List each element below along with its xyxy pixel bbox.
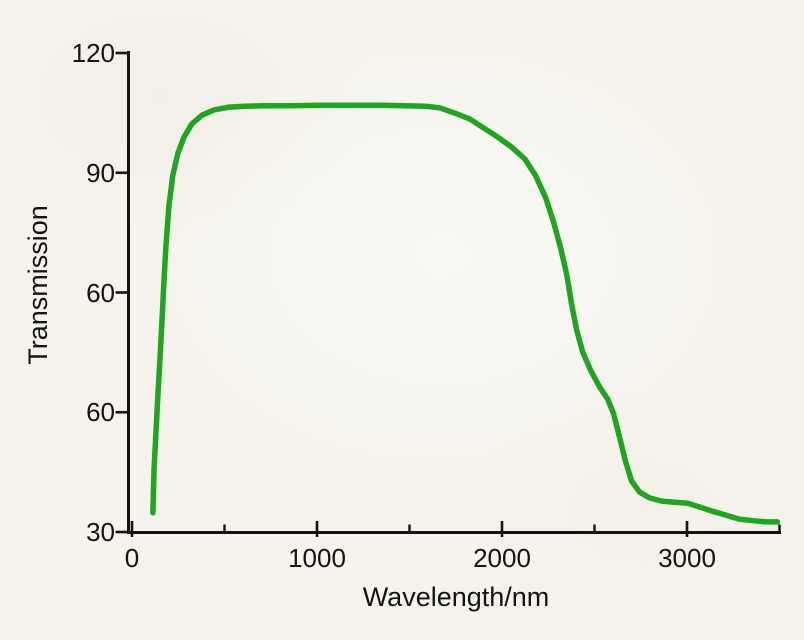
- y-tick-label: 90: [86, 157, 115, 188]
- x-tick-label: 0: [124, 543, 140, 573]
- x-tick-label: 2000: [473, 543, 531, 573]
- x-tick-label: 1000: [288, 543, 346, 573]
- y-tick-label: 60: [86, 277, 115, 308]
- x-axis-title: Wavelength/nm: [362, 582, 550, 612]
- transmission-curve: [150, 102, 781, 525]
- y-tick-label: 30: [86, 517, 115, 547]
- y-tick-label: 120: [71, 38, 115, 68]
- y-tick-label: 60: [86, 397, 115, 428]
- x-tick-label: 3000: [658, 543, 716, 573]
